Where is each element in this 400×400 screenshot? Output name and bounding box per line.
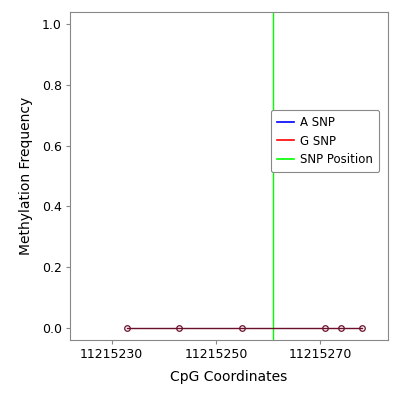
Y-axis label: Methylation Frequency: Methylation Frequency xyxy=(19,97,33,255)
X-axis label: CpG Coordinates: CpG Coordinates xyxy=(170,370,288,384)
Legend: A SNP, G SNP, SNP Position: A SNP, G SNP, SNP Position xyxy=(271,110,379,172)
